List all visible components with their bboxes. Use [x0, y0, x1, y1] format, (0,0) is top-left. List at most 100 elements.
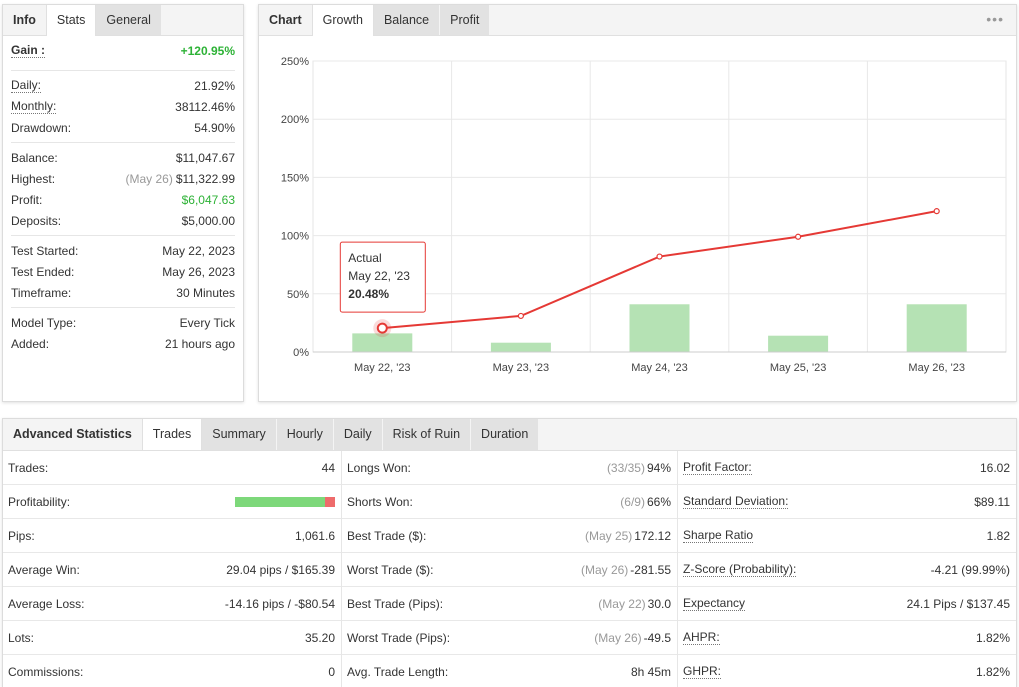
tab-risk-of-ruin[interactable]: Risk of Ruin [382, 419, 472, 450]
table-row: GHPR: 1.82% [678, 655, 1016, 687]
tab-info[interactable]: Info [13, 13, 36, 27]
table-row: AHPR: 1.82% [678, 621, 1016, 655]
highest-label: Highest: [11, 171, 56, 186]
gain-label[interactable]: Gain : [11, 43, 46, 58]
model-type-label: Model Type: [11, 315, 77, 330]
model-type-value: Every Tick [179, 315, 235, 330]
worst-trade-pips-date: (May 26) [594, 630, 642, 645]
model-type-row: Model Type: Every Tick [11, 312, 235, 333]
table-row: Longs Won: (33/35) 94% [342, 451, 677, 485]
tab-trades[interactable]: Trades [141, 419, 203, 450]
y-tick-label: 250% [281, 56, 309, 68]
best-trade-pips-date: (May 22) [598, 596, 646, 611]
highest-row: Highest: (May 26) $11,322.99 [11, 168, 235, 189]
tab-advanced-statistics[interactable]: Advanced Statistics [13, 427, 132, 441]
tab-duration[interactable]: Duration [471, 419, 540, 450]
table-row: Standard Deviation: $89.11 [678, 485, 1016, 519]
avg-trade-length-value: 8h 45m [630, 665, 671, 679]
profit-factor-label[interactable]: Profit Factor: [683, 459, 752, 475]
highlight-point [376, 322, 388, 334]
test-ended-row: Test Ended: May 26, 2023 [11, 261, 235, 282]
tab-profit[interactable]: Profit [440, 5, 491, 35]
tab-chart[interactable]: Chart [269, 13, 302, 27]
standard-deviation-label[interactable]: Standard Deviation: [683, 493, 789, 509]
profit-label: Profit: [11, 192, 43, 207]
timeframe-value: 30 Minutes [176, 285, 235, 300]
z-score-label[interactable]: Z-Score (Probability): [683, 561, 797, 577]
ahpr-value: 1.82% [975, 630, 1010, 645]
expectancy-value: 24.1 Pips / $137.45 [906, 596, 1010, 611]
added-value: 21 hours ago [164, 336, 235, 351]
x-tick-label: May 26, '23 [908, 362, 965, 374]
chart-tabs: Chart Growth Balance Profit [259, 5, 1016, 36]
drawdown-label: Drawdown: [11, 120, 72, 135]
worst-trade-usd-label: Worst Trade ($): [347, 562, 434, 577]
sharpe-ratio-value: 1.82 [986, 528, 1010, 543]
pips-value: 1,061.6 [294, 528, 335, 543]
timeframe-label: Timeframe: [11, 285, 72, 300]
table-row: Shorts Won: (6/9) 66% [342, 485, 677, 519]
x-tick-label: May 25, '23 [770, 362, 827, 374]
tab-summary[interactable]: Summary [202, 419, 277, 450]
table-row: Avg. Trade Length: 8h 45m [342, 655, 677, 687]
test-started-row: Test Started: May 22, 2023 [11, 240, 235, 261]
average-win-value: 29.04 pips / $165.39 [226, 562, 335, 577]
y-tick-label: 200% [281, 114, 309, 126]
tab-daily[interactable]: Daily [333, 419, 383, 450]
table-row: Z-Score (Probability): -4.21 (99.99%) [678, 553, 1016, 587]
y-tick-label: 0% [293, 347, 309, 359]
lots-value: 35.20 [304, 630, 335, 645]
sharpe-ratio-label[interactable]: Sharpe Ratio [683, 527, 754, 543]
growth-bar [352, 333, 413, 352]
plot-area [312, 60, 1007, 353]
table-row: Lots: 35.20 [3, 621, 341, 655]
table-row: Pips: 1,061.6 [3, 519, 341, 553]
table-row: Average Loss: -14.16 pips / -$80.54 [3, 587, 341, 621]
advanced-tabs: Advanced Statistics Trades Summary Hourl… [3, 419, 1016, 451]
table-row: Average Win: 29.04 pips / $165.39 [3, 553, 341, 587]
highest-value: $11,322.99 [175, 171, 235, 186]
tooltip-date: May 22, '23 [348, 269, 410, 283]
daily-value: 21.92% [194, 78, 235, 93]
longs-won-label: Longs Won: [347, 460, 411, 475]
monthly-label[interactable]: Monthly: [11, 98, 57, 114]
daily-row: Daily: 21.92% [11, 75, 235, 96]
commissions-label: Commissions: [8, 665, 84, 679]
stats-column-1: Trades: 44 Profitability: Pips: 1,061.6 Av… [3, 451, 341, 687]
table-row: Best Trade (Pips): (May 22) 30.0 [342, 587, 677, 621]
average-loss-value: -14.16 pips / -$80.54 [224, 596, 335, 611]
ahpr-label[interactable]: AHPR: [683, 629, 720, 645]
tab-hourly[interactable]: Hourly [276, 419, 334, 450]
info-tabs: Info Stats General [3, 5, 243, 36]
ghpr-label[interactable]: GHPR: [683, 664, 722, 679]
line-point [517, 312, 524, 320]
advanced-statistics-panel: Advanced Statistics Trades Summary Hourl… [2, 418, 1017, 687]
test-started-value: May 22, 2023 [162, 243, 235, 258]
table-row: Sharpe Ratio 1.82 [678, 519, 1016, 553]
daily-label[interactable]: Daily: [11, 77, 42, 93]
growth-bar [490, 342, 551, 352]
worst-trade-usd-value: -281.55 [630, 562, 671, 577]
profit-row: Profit: $6,047.63 [11, 189, 235, 210]
worst-trade-pips-value: -49.5 [643, 630, 671, 645]
tab-general[interactable]: General [96, 5, 162, 35]
profit-value: $6,047.63 [181, 192, 235, 207]
lots-label: Lots: [8, 630, 35, 645]
best-trade-pips-label: Best Trade (Pips): [347, 596, 444, 611]
stats-column-2: Longs Won: (33/35) 94% Shorts Won: (6/9) 66%… [341, 451, 678, 687]
best-trade-usd-date: (May 25) [584, 528, 633, 543]
trades-value: 44 [321, 460, 335, 475]
expectancy-label[interactable]: Expectancy [683, 595, 746, 611]
more-options-icon[interactable]: ••• [986, 11, 1004, 27]
best-trade-usd-value: 172.12 [634, 528, 671, 543]
average-loss-label: Average Loss: [8, 596, 85, 611]
longs-won-count: (33/35) [606, 460, 645, 475]
tab-growth[interactable]: Growth [311, 5, 374, 36]
x-tick-label: May 22, '23 [354, 362, 411, 374]
tooltip-value: 20.48% [348, 287, 389, 301]
tab-balance[interactable]: Balance [373, 5, 441, 35]
table-row: Profit Factor: 16.02 [678, 451, 1016, 485]
growth-bar [768, 335, 829, 352]
tab-stats[interactable]: Stats [45, 5, 97, 36]
line-point [933, 208, 940, 215]
